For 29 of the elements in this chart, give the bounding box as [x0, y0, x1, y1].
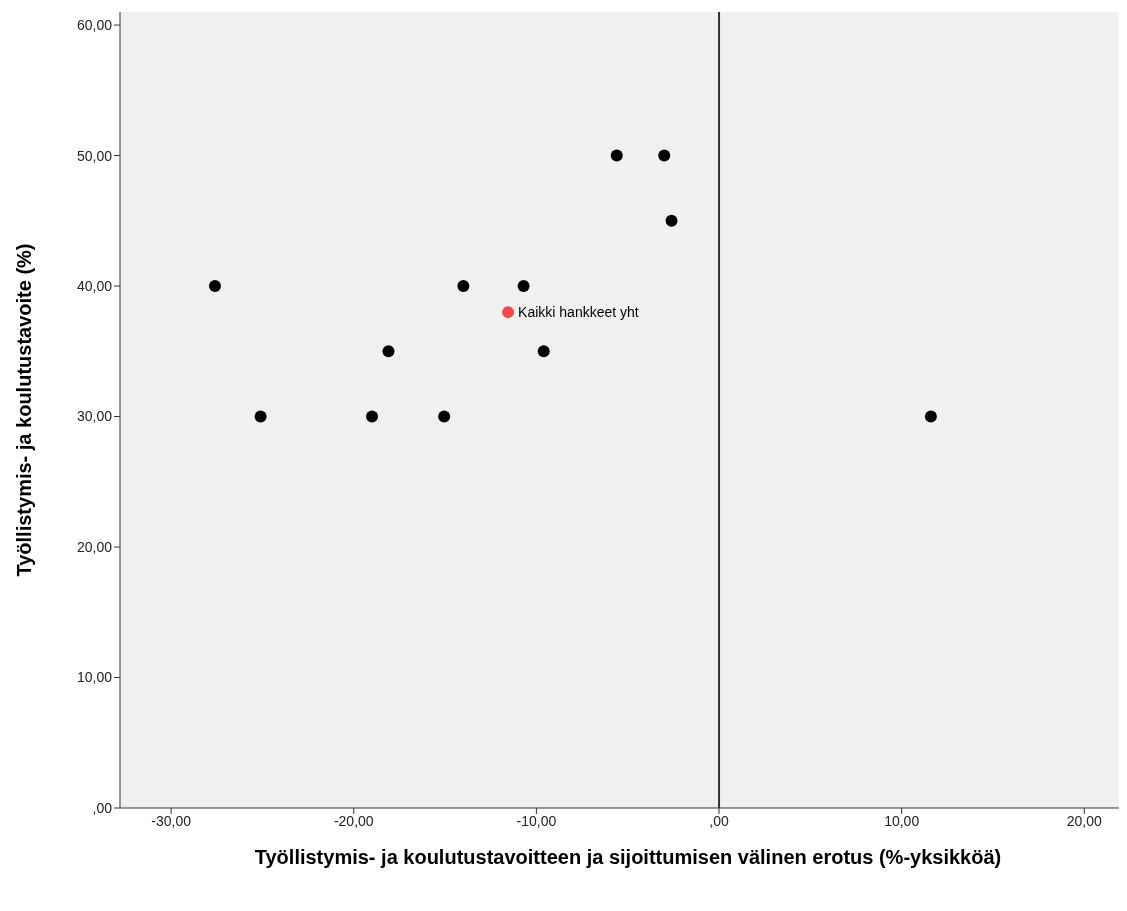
x-tick-label: -10,00	[516, 812, 557, 829]
x-tick-label: -30,00	[151, 812, 192, 829]
y-axis-title: Työllistymis- ja koulutustavoite (%)	[13, 243, 36, 577]
point	[457, 280, 470, 293]
point	[665, 214, 678, 227]
point	[208, 280, 221, 293]
y-tick-label: 30,00	[76, 408, 113, 425]
point	[610, 149, 623, 162]
y-tick-label: ,00	[92, 799, 113, 816]
x-tick-label: ,00	[709, 812, 729, 829]
point	[924, 410, 937, 423]
y-tick-label: 50,00	[76, 147, 113, 164]
point	[537, 345, 550, 358]
y-tick-label: 60,00	[76, 17, 113, 34]
point	[438, 410, 451, 423]
point	[502, 306, 515, 319]
y-tick-label: 40,00	[76, 278, 113, 294]
x-tick-label: 20,00	[1066, 812, 1103, 829]
annotation: Kaikki hankkeet yht	[518, 304, 639, 321]
y-tick-label: 20,00	[76, 538, 113, 555]
y-tick-label: 10,00	[76, 669, 113, 686]
point	[382, 345, 395, 358]
point	[517, 280, 530, 293]
point	[366, 410, 379, 423]
x-tick-label: -20,00	[333, 812, 374, 829]
point	[658, 149, 671, 162]
point	[254, 410, 267, 423]
x-tick-label: 10,00	[884, 812, 920, 829]
x-axis-title: Työllistymis- ja koulutustavoitteen ja sijoittumisen välinen erotus (%-yksikköä)	[253, 846, 1003, 868]
